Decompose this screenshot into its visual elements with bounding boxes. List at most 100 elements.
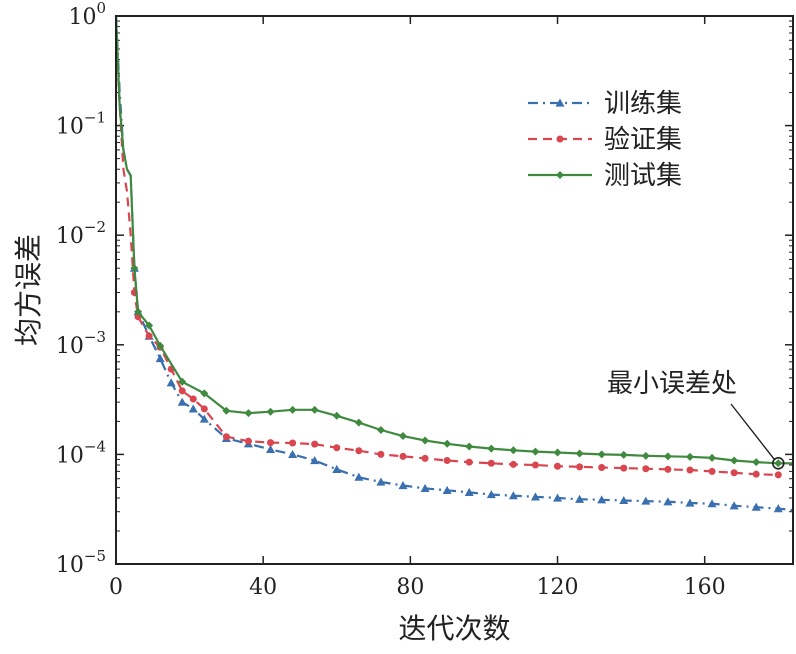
data-point — [685, 498, 695, 507]
data-point — [177, 397, 187, 406]
annotation: 最小误差处 — [607, 369, 785, 470]
legend-item: 训练集 — [528, 89, 682, 119]
data-point — [199, 414, 209, 423]
data-point — [685, 452, 694, 461]
data-point — [178, 387, 186, 395]
data-point — [443, 456, 451, 464]
series-layer — [114, 15, 794, 513]
data-point — [222, 433, 230, 441]
data-point — [222, 406, 231, 415]
x-tick-label: 80 — [396, 575, 424, 600]
data-point — [244, 409, 253, 418]
data-point — [663, 497, 673, 506]
x-axis-label: 迭代次数 — [398, 612, 510, 645]
data-point — [641, 451, 650, 460]
data-point — [553, 448, 562, 457]
data-point — [752, 458, 761, 467]
x-tick-label: 0 — [109, 575, 123, 600]
data-point — [355, 447, 363, 455]
label-layer: 0 40 80 120 160 100 10−1 10−2 10−3 10−4 10−5 迭代次数 均方… — [12, 0, 726, 645]
series-3 — [114, 15, 793, 468]
tick-layer — [115, 15, 793, 565]
data-point — [267, 439, 275, 447]
data-point — [487, 459, 495, 467]
y-tick-label: 10−4 — [56, 437, 106, 468]
data-point — [730, 456, 739, 465]
data-point — [420, 483, 430, 492]
data-point — [641, 496, 651, 505]
y-tick-label: 10−5 — [56, 547, 106, 578]
data-point — [773, 504, 783, 513]
data-point — [774, 471, 782, 479]
data-point — [332, 411, 341, 420]
data-point — [487, 444, 496, 453]
data-point — [465, 458, 473, 466]
y-tick-label: 100 — [68, 0, 106, 30]
data-point — [442, 485, 452, 494]
data-point — [266, 407, 275, 416]
data-point — [166, 378, 176, 387]
legend-item: 测试集 — [528, 161, 682, 191]
y-tick-label: 10−2 — [56, 218, 106, 249]
data-point — [555, 98, 565, 107]
data-point — [465, 442, 474, 451]
data-point — [377, 450, 385, 458]
plot-frame — [115, 15, 794, 565]
y-tick-label: 10−1 — [56, 109, 106, 140]
data-point — [311, 440, 319, 448]
data-point — [376, 425, 385, 434]
data-point — [398, 432, 407, 441]
data-point — [597, 495, 607, 504]
data-point — [531, 461, 539, 469]
legend-item: 验证集 — [528, 125, 682, 155]
data-point — [188, 404, 198, 413]
data-point — [354, 418, 363, 427]
data-point — [729, 501, 739, 510]
data-point — [620, 464, 628, 472]
data-point — [509, 446, 518, 455]
data-point — [189, 395, 197, 403]
data-point — [145, 332, 153, 340]
data-point — [130, 264, 139, 273]
data-point — [155, 353, 165, 363]
data-point — [310, 455, 320, 465]
annotation-line — [730, 403, 775, 460]
x-tick-label: 40 — [249, 575, 277, 600]
x-tick-label: 120 — [537, 575, 579, 600]
data-point — [751, 502, 761, 511]
data-point — [289, 439, 297, 447]
series-1 — [114, 15, 794, 513]
y-axis-label: 均方误差 — [12, 234, 45, 346]
annotation-marker — [771, 456, 785, 470]
data-point — [575, 494, 585, 503]
data-point — [556, 135, 564, 143]
legend-label: 测试集 — [604, 161, 682, 191]
data-point — [134, 307, 143, 316]
data-point — [730, 469, 738, 477]
data-point — [399, 452, 407, 460]
data-point — [376, 477, 386, 486]
legend-label: 验证集 — [604, 125, 682, 155]
data-point — [266, 444, 276, 454]
data-point — [708, 467, 716, 475]
data-point — [575, 449, 584, 458]
annotation-label: 最小误差处 — [607, 369, 737, 399]
data-point — [663, 452, 672, 461]
data-point — [752, 470, 760, 478]
data-point — [554, 462, 562, 470]
data-point — [774, 459, 783, 468]
data-point — [333, 444, 341, 452]
data-point — [619, 495, 629, 505]
data-point — [531, 447, 540, 456]
data-point — [200, 389, 209, 398]
data-point — [598, 463, 606, 471]
data-point — [244, 437, 252, 445]
legend-label: 训练集 — [604, 89, 682, 119]
y-tick-label: 10−3 — [56, 328, 106, 359]
data-point — [443, 439, 452, 448]
data-point — [508, 491, 518, 500]
data-point — [486, 490, 496, 499]
data-point — [332, 464, 342, 473]
